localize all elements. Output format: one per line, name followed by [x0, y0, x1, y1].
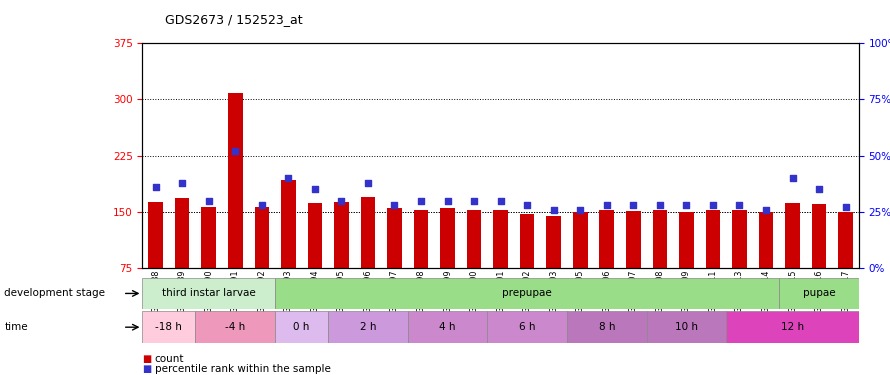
Point: [255, 202, 269, 208]
Bar: [142, 278, 275, 309]
Point: [387, 202, 401, 208]
Point: [228, 148, 242, 154]
Point: [360, 180, 375, 186]
Text: percentile rank within the sample: percentile rank within the sample: [155, 364, 331, 374]
Text: pupae: pupae: [803, 288, 836, 298]
Bar: [149, 202, 163, 268]
Bar: [228, 93, 243, 268]
Bar: [758, 212, 773, 268]
Point: [573, 207, 587, 213]
Point: [175, 180, 190, 186]
Point: [493, 198, 507, 204]
Point: [812, 186, 826, 192]
Text: ■: ■: [142, 354, 151, 364]
Bar: [441, 208, 455, 268]
Point: [441, 198, 455, 204]
Bar: [255, 207, 269, 268]
Text: 2 h: 2 h: [360, 322, 376, 332]
Bar: [646, 311, 726, 343]
Bar: [414, 210, 428, 268]
Point: [202, 198, 216, 204]
Text: -18 h: -18 h: [156, 322, 182, 332]
Point: [706, 202, 720, 208]
Text: count: count: [155, 354, 184, 364]
Bar: [785, 203, 800, 268]
Point: [732, 202, 747, 208]
Bar: [780, 278, 859, 309]
Bar: [652, 210, 668, 268]
Point: [838, 204, 853, 210]
Point: [546, 207, 561, 213]
Point: [759, 207, 773, 213]
Point: [467, 198, 481, 204]
Bar: [328, 311, 408, 343]
Bar: [275, 311, 328, 343]
Point: [679, 202, 693, 208]
Bar: [726, 311, 859, 343]
Bar: [732, 210, 747, 268]
Text: 10 h: 10 h: [675, 322, 698, 332]
Text: 8 h: 8 h: [598, 322, 615, 332]
Bar: [142, 311, 196, 343]
Bar: [466, 210, 481, 268]
Bar: [600, 210, 614, 268]
Point: [652, 202, 667, 208]
Bar: [408, 311, 488, 343]
Bar: [546, 216, 561, 268]
Bar: [275, 278, 780, 309]
Point: [335, 198, 349, 204]
Bar: [626, 211, 641, 268]
Text: ■: ■: [142, 364, 151, 374]
Text: prepupae: prepupae: [502, 288, 552, 298]
Bar: [281, 180, 295, 268]
Bar: [387, 208, 401, 268]
Bar: [308, 203, 322, 268]
Text: third instar larvae: third instar larvae: [162, 288, 255, 298]
Bar: [706, 210, 720, 268]
Text: 0 h: 0 h: [294, 322, 310, 332]
Bar: [838, 212, 853, 268]
Bar: [175, 198, 190, 268]
Bar: [196, 311, 275, 343]
Point: [308, 186, 322, 192]
Bar: [201, 207, 216, 268]
Text: development stage: development stage: [4, 288, 105, 298]
Bar: [493, 210, 508, 268]
Text: 4 h: 4 h: [440, 322, 456, 332]
Bar: [488, 311, 567, 343]
Bar: [567, 311, 646, 343]
Point: [785, 175, 799, 181]
Point: [281, 175, 295, 181]
Text: -4 h: -4 h: [225, 322, 246, 332]
Point: [520, 202, 534, 208]
Bar: [334, 202, 349, 268]
Point: [627, 202, 641, 208]
Text: 6 h: 6 h: [519, 322, 536, 332]
Bar: [679, 212, 693, 268]
Text: GDS2673 / 152523_at: GDS2673 / 152523_at: [165, 13, 303, 26]
Bar: [812, 204, 826, 268]
Bar: [360, 197, 376, 268]
Text: time: time: [4, 322, 28, 332]
Point: [414, 198, 428, 204]
Point: [149, 184, 163, 190]
Text: 12 h: 12 h: [781, 322, 804, 332]
Bar: [573, 212, 587, 268]
Point: [600, 202, 614, 208]
Bar: [520, 214, 535, 268]
